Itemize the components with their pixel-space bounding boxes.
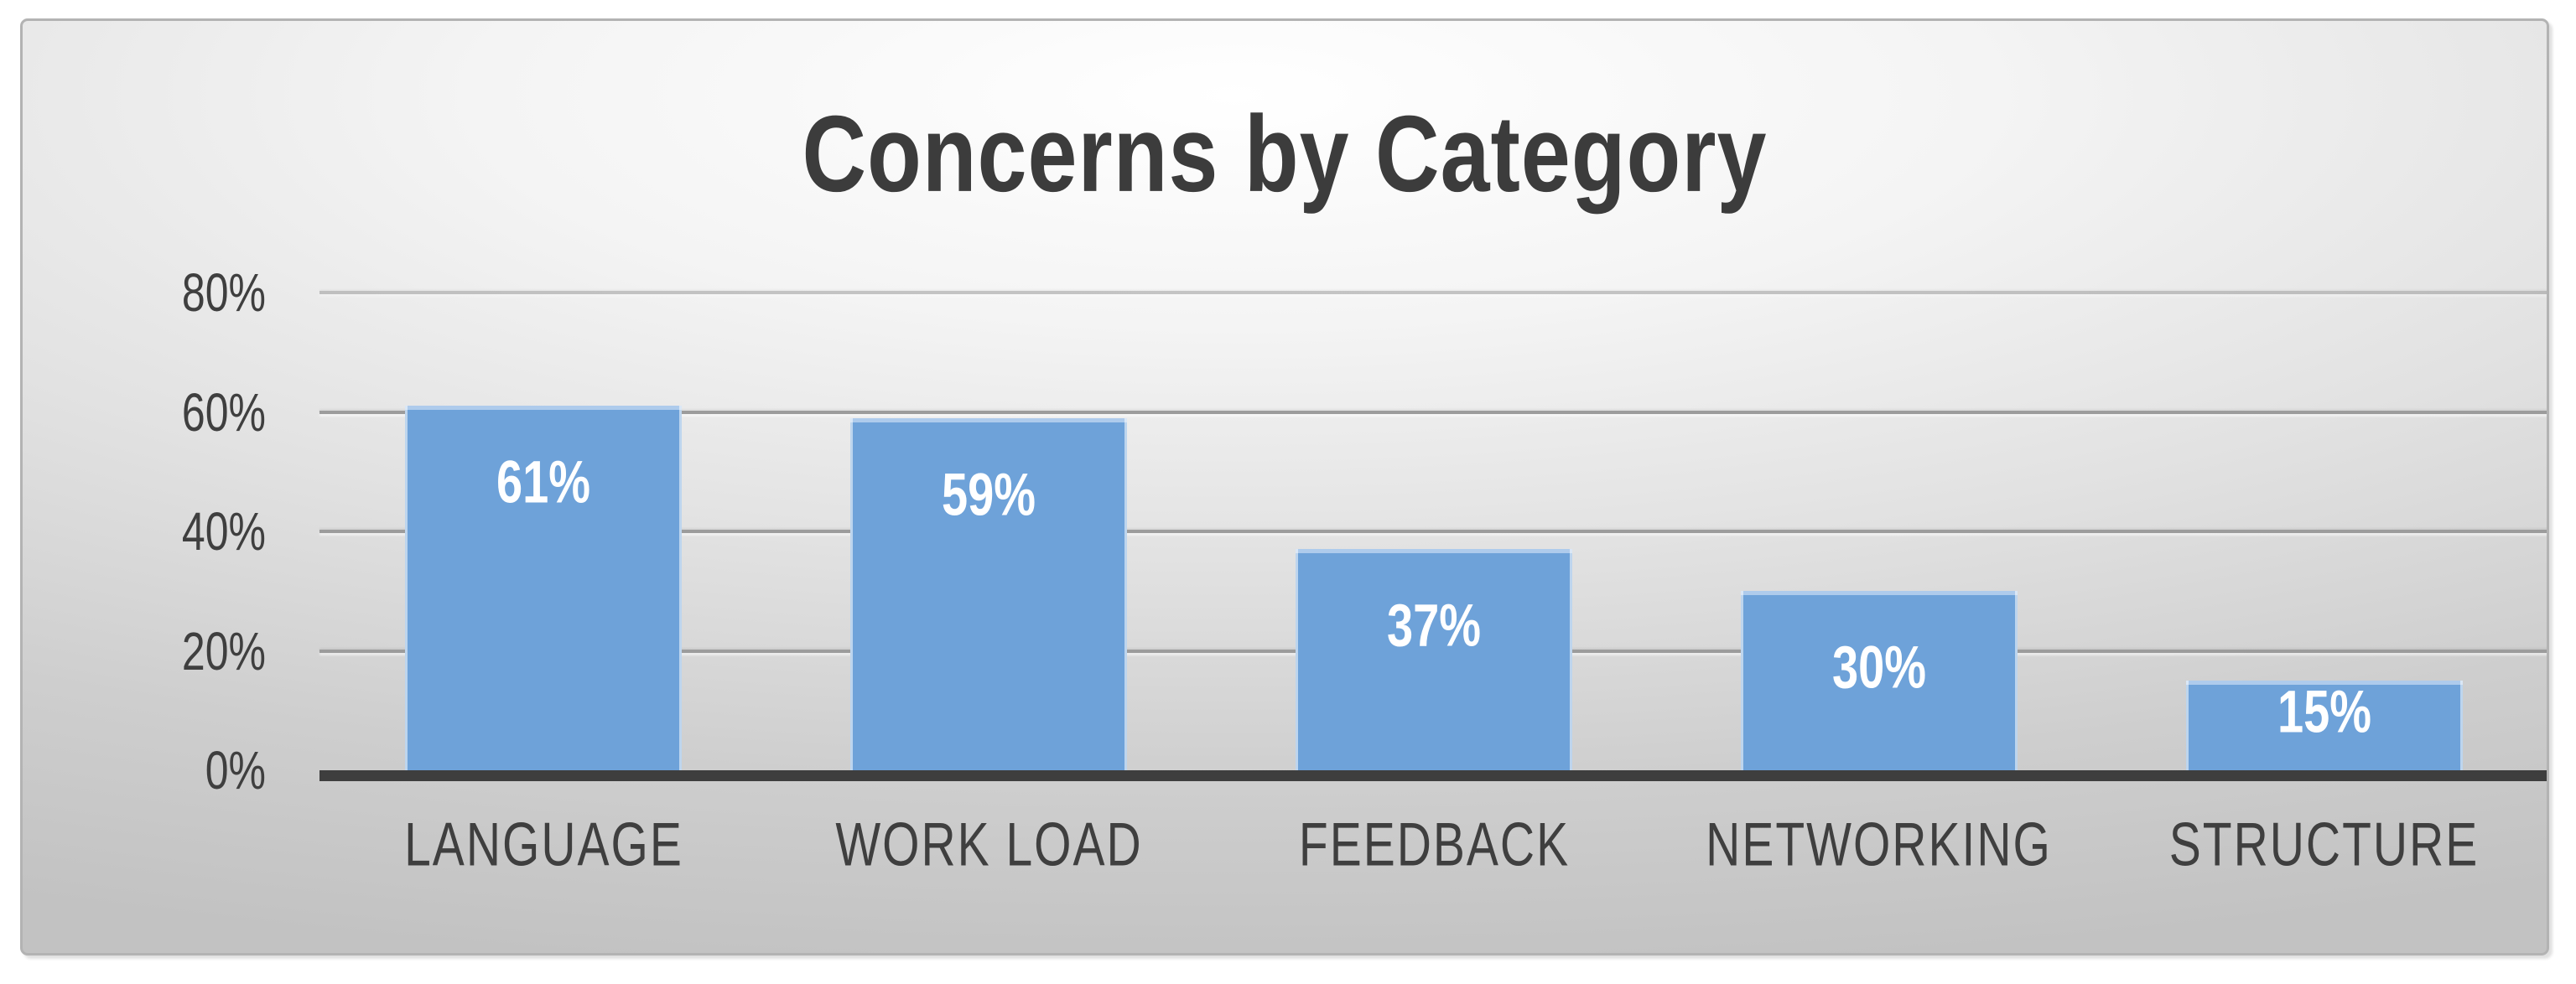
bar-chart: Concerns by Category 0% 20% 40% 60% 80% 61% LA…	[20, 18, 2549, 956]
y-tick-label-20: 20%	[181, 620, 266, 681]
category-label-structure: STRUCTURE	[2168, 811, 2480, 879]
y-tick-label-0: 0%	[205, 740, 266, 800]
category-label-language: LANGUAGE	[404, 811, 683, 879]
gridline-80	[319, 291, 2547, 294]
y-tick-label-40: 40%	[181, 501, 266, 562]
bar-value-label: 15%	[2277, 677, 2372, 745]
category-label-networking: NETWORKING	[1706, 811, 2052, 879]
bar-networking: 30%	[1741, 591, 2018, 770]
bar-structure: 15%	[2186, 677, 2463, 770]
gridline-40	[319, 530, 2547, 533]
bar-language: 61%	[405, 406, 682, 770]
y-tick-label-80: 80%	[181, 262, 266, 323]
category-label-work-load: WORK LOAD	[835, 811, 1143, 879]
chart-title: Concerns by Category	[802, 94, 1768, 215]
bar-value-label: 37%	[1386, 591, 1482, 659]
bar-value-label: 30%	[1831, 633, 1927, 701]
bar-value-label: 59%	[941, 460, 1036, 528]
gridline-60	[319, 410, 2547, 414]
x-axis-line	[319, 770, 2547, 781]
bar-work-load: 59%	[850, 418, 1127, 770]
y-tick-label-60: 60%	[181, 381, 266, 443]
category-label-feedback: FEEDBACK	[1298, 811, 1571, 879]
bar-value-label: 61%	[496, 448, 591, 515]
bar-feedback: 37%	[1296, 549, 1572, 770]
